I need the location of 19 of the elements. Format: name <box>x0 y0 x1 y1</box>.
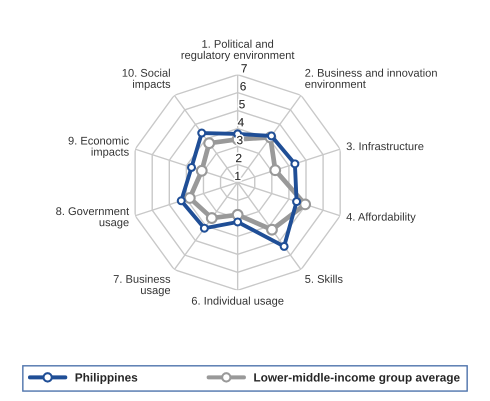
spoke-label: 9. Economic impacts <box>68 136 129 158</box>
y-tick-label: 2 <box>236 154 242 162</box>
legend-label: Lower-middle-income group average <box>254 372 460 384</box>
spoke-label: 2. Business and innovation environment <box>305 68 437 88</box>
y-tick-label: 1 <box>235 172 240 180</box>
spoke-label: 7. Business usage <box>114 274 170 296</box>
spoke-label: 5. Skills <box>305 274 343 283</box>
legend-label: Philippines <box>76 372 138 384</box>
spoke-label: 3. Infrastructure <box>346 142 424 150</box>
y-tick-label: 5 <box>239 100 245 108</box>
y-tick-label: 7 <box>241 64 247 72</box>
y-tick-label: 6 <box>240 82 246 90</box>
spoke-label: 6. Individual usage <box>192 296 284 307</box>
spoke-label: 10. Social impacts <box>122 68 170 90</box>
spoke-label: 4. Affordability <box>346 212 416 223</box>
spoke-label: 1. Political and regulatory environment <box>182 40 294 62</box>
y-tick-label: 4 <box>238 118 244 126</box>
y-tick-label: 3 <box>236 136 243 144</box>
spoke-label: 8. Government usage <box>56 207 130 228</box>
